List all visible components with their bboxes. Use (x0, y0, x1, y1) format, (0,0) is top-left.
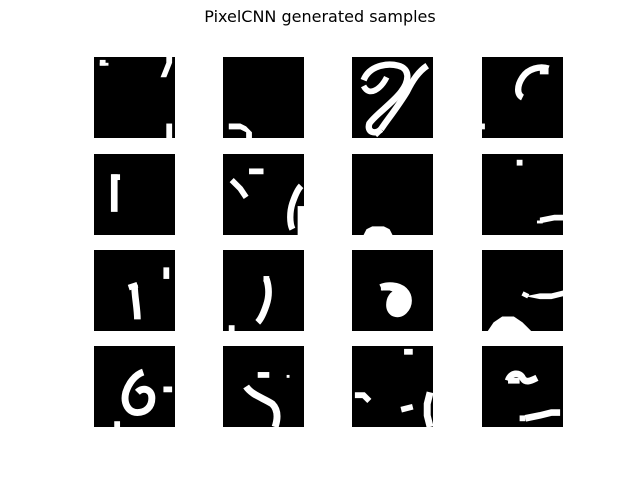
sample-r4c3 (352, 346, 433, 427)
sample-r4c4 (482, 346, 563, 427)
sample-r3c1 (94, 250, 175, 331)
sample-r2c3 (352, 154, 433, 235)
sample-r1c3 (352, 57, 433, 138)
sample-r1c1 (94, 57, 175, 138)
sample-r4c1 (94, 346, 175, 427)
figure-title: PixelCNN generated samples (204, 7, 436, 26)
sample-r4c2 (223, 346, 304, 427)
sample-r3c3 (352, 250, 433, 331)
sample-r3c4 (482, 250, 563, 331)
sample-r2c1 (94, 154, 175, 235)
sample-r2c4 (482, 154, 563, 235)
sample-r1c4 (482, 57, 563, 138)
sample-r2c2 (223, 154, 304, 235)
sample-r3c2 (223, 250, 304, 331)
sample-r1c2 (223, 57, 304, 138)
